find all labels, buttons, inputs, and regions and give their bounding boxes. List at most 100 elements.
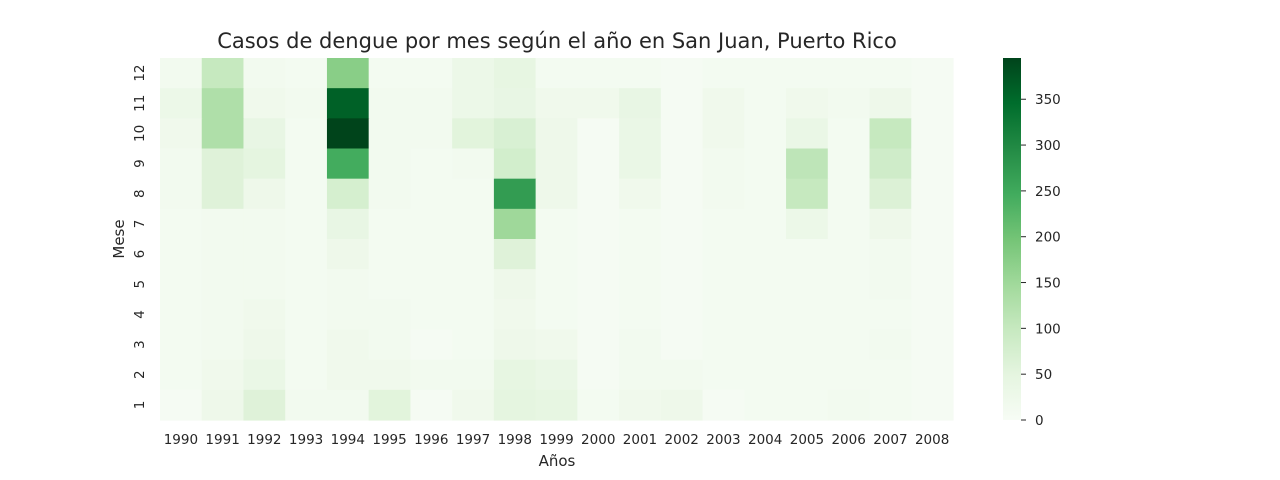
heatmap-cell: [160, 269, 203, 300]
heatmap-cell: [535, 239, 578, 270]
heatmap-cell: [452, 269, 495, 300]
heatmap-cell: [201, 58, 245, 89]
x-tick-label: 1997: [456, 432, 490, 448]
heatmap-cell: [744, 88, 787, 119]
heatmap-cell: [368, 148, 412, 180]
colorbar-tick-label: 200: [1035, 230, 1061, 246]
heatmap-cell: [326, 359, 370, 391]
heatmap-cell: [326, 329, 370, 361]
heatmap-cell: [827, 118, 871, 150]
heatmap-cell: [243, 329, 286, 361]
heatmap-cell: [577, 329, 620, 361]
heatmap-cell: [619, 359, 662, 391]
heatmap-cell: [201, 329, 245, 361]
heatmap-cell: [786, 329, 829, 361]
heatmap-cell: [577, 299, 620, 331]
heatmap-cell: [410, 58, 453, 89]
y-tick-label: 5: [132, 280, 148, 289]
heatmap-cell: [911, 58, 954, 89]
colorbar-tick-label: 50: [1035, 367, 1052, 383]
heatmap-cell: [452, 389, 495, 421]
heatmap-cell: [911, 148, 954, 180]
heatmap-cell: [243, 58, 286, 89]
heatmap-cell: [619, 389, 662, 421]
heatmap-cell: [243, 148, 286, 180]
heatmap-cell: [619, 329, 662, 361]
x-tick-label: 1996: [414, 432, 448, 448]
heatmap-cell: [911, 299, 954, 331]
heatmap-cell: [702, 239, 745, 270]
heatmap-cell: [535, 299, 578, 331]
heatmap-cell: [744, 148, 787, 180]
heatmap-cell: [368, 269, 412, 300]
colorbar-tick-label: 300: [1035, 138, 1061, 154]
heatmap-cell: [577, 239, 620, 270]
heatmap-cell: [285, 208, 328, 240]
heatmap-cell: [869, 208, 912, 240]
heatmap-cell: [702, 269, 745, 300]
heatmap-cell: [827, 359, 871, 391]
heatmap-cell: [577, 88, 620, 119]
heatmap-cell: [452, 329, 495, 361]
heatmap-cell: [243, 208, 286, 240]
heatmap-cell: [660, 58, 704, 89]
heatmap-cell: [702, 178, 745, 210]
heatmap-cell: [827, 88, 871, 119]
heatmap-cell: [452, 359, 495, 391]
heatmap-cell: [452, 58, 495, 89]
heatmap-cells: [160, 58, 954, 421]
heatmap-cell: [243, 359, 286, 391]
heatmap-cell: [243, 269, 286, 300]
y-tick-label: 2: [132, 370, 148, 379]
heatmap-cell: [493, 269, 537, 300]
heatmap-cell: [160, 118, 203, 150]
heatmap-cell: [827, 58, 871, 89]
heatmap-cell: [410, 148, 453, 180]
heatmap-cell: [535, 329, 578, 361]
heatmap-cell: [410, 239, 453, 270]
heatmap-cell: [744, 359, 787, 391]
x-tick-label: 2003: [706, 432, 740, 448]
heatmap-cell: [660, 208, 704, 240]
heatmap-cell: [410, 359, 453, 391]
heatmap-cell: [410, 118, 453, 150]
heatmap-cell: [493, 88, 537, 119]
heatmap-cell: [911, 88, 954, 119]
heatmap-cell: [869, 118, 912, 150]
heatmap-cell: [201, 389, 245, 421]
heatmap-cell: [869, 239, 912, 270]
x-tick-label: 1994: [331, 432, 365, 448]
heatmap-cell: [535, 148, 578, 180]
heatmap-cell: [702, 329, 745, 361]
heatmap-cell: [660, 329, 704, 361]
colorbar-tick-label: 150: [1035, 276, 1061, 292]
heatmap-cell: [744, 299, 787, 331]
heatmap-cell: [201, 178, 245, 210]
heatmap-cell: [285, 88, 328, 119]
x-tick-label: 2008: [915, 432, 949, 448]
heatmap-cell: [702, 389, 745, 421]
y-tick-label: 8: [132, 189, 148, 198]
heatmap-cell: [201, 208, 245, 240]
heatmap-cell: [535, 178, 578, 210]
heatmap-cell: [493, 58, 537, 89]
heatmap-cell: [744, 239, 787, 270]
heatmap-cell: [410, 329, 453, 361]
heatmap-cell: [869, 359, 912, 391]
heatmap-cell: [702, 58, 745, 89]
x-tick-label: 2001: [623, 432, 657, 448]
heatmap-cell: [201, 118, 245, 150]
heatmap-cell: [285, 118, 328, 150]
heatmap-cell: [368, 299, 412, 331]
heatmap-cell: [869, 329, 912, 361]
heatmap-cell: [535, 88, 578, 119]
heatmap-cell: [911, 118, 954, 150]
heatmap-cell: [285, 178, 328, 210]
heatmap-cell: [744, 118, 787, 150]
heatmap-cell: [744, 208, 787, 240]
heatmap-cell: [493, 148, 537, 180]
x-tick-label: 2005: [790, 432, 824, 448]
heatmap-cell: [368, 329, 412, 361]
heatmap-cell: [577, 269, 620, 300]
